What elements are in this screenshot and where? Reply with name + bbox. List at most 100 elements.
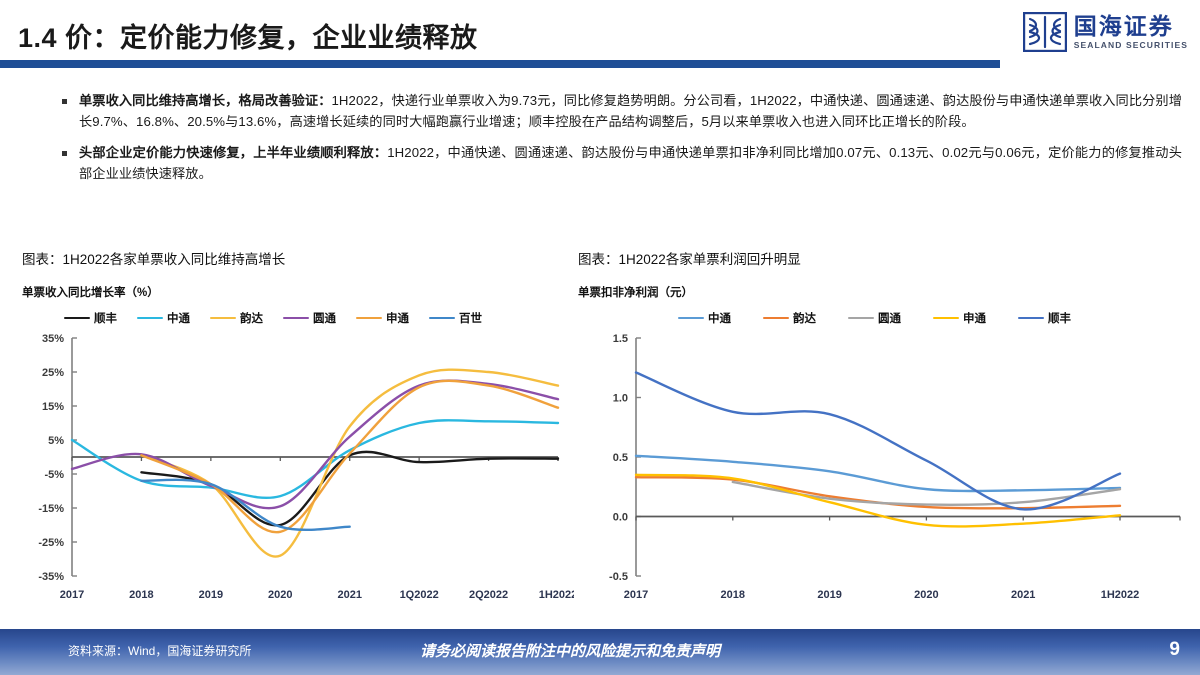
chart-left-legend: 顺丰 中通 韵达 圆通 申通 百世 — [22, 310, 574, 326]
legend-swatch-icon — [429, 316, 455, 320]
y-axis-tick-label: -35% — [38, 571, 64, 583]
y-axis-tick-label: 15% — [42, 401, 64, 413]
x-axis-tick-label: 1Q2022 — [400, 589, 439, 601]
company-logo: 国海证券 SEALAND SECURITIES — [1022, 11, 1188, 53]
x-axis-tick-label: 2019 — [817, 589, 841, 601]
legend-item-韵达: 韵达 — [210, 310, 263, 326]
x-axis-tick-label: 2021 — [337, 589, 361, 601]
bullet-body: 1H2022，快递行业单票收入为9.73元，同比修复趋势明朗。分公司看，1H20… — [79, 93, 1182, 130]
x-axis-tick-label: 2018 — [721, 589, 745, 601]
legend-item-百世: 百世 — [429, 310, 482, 326]
y-axis-tick-label: 0.5 — [613, 452, 628, 464]
legend-swatch-icon — [137, 316, 163, 320]
legend-item-中通: 中通 — [678, 310, 731, 326]
x-axis-tick-label: 1H2022 — [1101, 589, 1140, 601]
x-axis-tick-label: 2020 — [914, 589, 938, 601]
header-divider — [0, 60, 1000, 68]
footer-disclaimer: 请务必阅读报告附注中的风险提示和免责声明 — [419, 643, 720, 660]
chart-right-legend: 中通 韵达 圆通 申通 顺丰 — [578, 310, 1190, 326]
chart-left-ylabel: 单票收入同比增长率（%） — [22, 287, 159, 299]
legend-swatch-icon — [1018, 316, 1044, 320]
legend-item-韵达: 韵达 — [763, 310, 816, 326]
bullet-square-icon — [62, 99, 67, 104]
legend-item-顺丰: 顺丰 — [1018, 310, 1071, 326]
legend-swatch-icon — [283, 316, 309, 320]
legend-label: 韵达 — [793, 313, 816, 325]
legend-label: 顺丰 — [1048, 313, 1071, 325]
series-line-百世 — [140, 478, 351, 532]
legend-label: 顺丰 — [94, 313, 117, 325]
series-line-顺丰 — [140, 450, 560, 527]
bullet-body: 1H2022，中通快递、圆通速递、韵达股份与申通快递单票扣非净利同比增加0.07… — [79, 144, 1182, 182]
footer-background — [0, 629, 1200, 675]
legend-label: 中通 — [708, 313, 731, 325]
legend-swatch-icon — [210, 316, 236, 320]
legend-swatch-icon — [933, 316, 959, 320]
legend-swatch-icon — [356, 316, 382, 320]
logo-name-en: SEALAND SECURITIES — [1073, 40, 1188, 51]
y-axis-tick-label: 25% — [42, 367, 64, 379]
x-axis-tick-label: 1H2022 — [539, 589, 574, 601]
chart-right-title: 图表：1H2022各家单票利润回升明显 — [578, 252, 801, 267]
legend-item-申通: 申通 — [933, 310, 986, 326]
chart-left-plot: 35% 25% 15% 5% -5% -15% -25% -35% 2017 2018 2019 20… — [22, 330, 574, 610]
x-axis-tick-label: 2Q2022 — [469, 589, 508, 601]
page-title: 1.4 价：定价能力修复，企业业绩释放 — [18, 23, 478, 53]
y-axis-tick-label: 1.5 — [613, 333, 628, 345]
legend-label: 申通 — [386, 313, 409, 325]
y-axis-tick-label: 5% — [48, 435, 64, 447]
y-axis-tick-label: 35% — [42, 333, 64, 345]
chart-left-title: 图表：1H2022各家单票收入同比维持高增长 — [22, 252, 286, 267]
bullet-lead: 头部企业定价能力快速修复，上半年业绩顺利释放： — [79, 144, 388, 160]
y-axis-tick-label: -15% — [38, 503, 64, 515]
legend-label: 圆通 — [878, 313, 901, 325]
bullet-item: 单票收入同比维持高增长，格局改善验证：1H2022，快递行业单票收入为9.73元… — [62, 90, 1182, 133]
page-number: 9 — [1169, 639, 1180, 660]
series-line-中通 — [634, 454, 1122, 493]
legend-label: 百世 — [459, 313, 482, 325]
x-axis-tick-label: 2017 — [60, 589, 84, 601]
bullet-square-icon — [62, 150, 67, 156]
bullet-paragraph: 单票收入同比维持高增长，格局改善验证：1H2022，快递行业单票收入为9.73元… — [79, 90, 1182, 133]
bullet-item: 头部企业定价能力快速修复，上半年业绩顺利释放：1H2022，中通快递、圆通速递、… — [62, 142, 1182, 185]
legend-item-申通: 申通 — [356, 310, 409, 326]
series-line-圆通 — [70, 379, 560, 510]
y-axis-tick-label: -0.5 — [609, 571, 628, 583]
legend-swatch-icon — [848, 316, 874, 320]
legend-item-圆通: 圆通 — [848, 310, 901, 326]
footer-source: 资料来源：Wind，国海证券研究所 — [68, 644, 252, 658]
bullet-paragraph: 头部企业定价能力快速修复，上半年业绩顺利释放：1H2022，中通快递、圆通速递、… — [79, 142, 1182, 185]
legend-item-圆通: 圆通 — [283, 310, 336, 326]
legend-item-顺丰: 顺丰 — [64, 310, 117, 326]
bullet-lead: 单票收入同比维持高增长，格局改善验证： — [79, 93, 332, 108]
legend-swatch-icon — [678, 316, 704, 320]
y-axis-tick-label: -25% — [38, 537, 64, 549]
series-line-韵达 — [140, 368, 560, 558]
chart-right-ylabel: 单票扣非净利润（元） — [578, 287, 693, 299]
series-line-申通 — [634, 473, 1122, 528]
y-axis-tick-label: -5% — [44, 469, 64, 481]
logo-text: 国海证券 SEALAND SECURITIES — [1074, 14, 1188, 50]
y-axis-tick-label: 0.0 — [613, 512, 628, 524]
slide-footer: 资料来源：Wind，国海证券研究所 请务必阅读报告附注中的风险提示和免责声明 9 — [0, 629, 1200, 675]
legend-swatch-icon — [763, 316, 789, 320]
chart-panel-left: 图表：1H2022各家单票收入同比维持高增长 单票收入同比增长率（%） 顺丰 中通… — [22, 248, 574, 618]
legend-label: 中通 — [167, 313, 190, 325]
x-axis-tick-label: 2021 — [1011, 589, 1035, 601]
legend-item-中通: 中通 — [137, 310, 190, 326]
sealand-logo-icon — [1022, 11, 1067, 53]
bullet-list: 单票收入同比维持高增长，格局改善验证：1H2022，快递行业单票收入为9.73元… — [62, 90, 1182, 194]
legend-label: 圆通 — [313, 313, 336, 325]
series-line-顺丰 — [634, 371, 1122, 511]
x-axis-tick-label: 2018 — [129, 589, 153, 601]
x-axis-tick-label: 2019 — [199, 589, 223, 601]
slide-header: 1.4 价：定价能力修复，企业业绩释放 — [0, 0, 1200, 72]
logo-name-cn: 国海证券 — [1073, 12, 1174, 39]
legend-label: 韵达 — [240, 313, 263, 325]
x-axis-tick-label: 2020 — [268, 589, 292, 601]
chart-right-plot: 1.5 1.0 0.5 0.0 -0.5 2017 2018 2019 2020 2021 1H20… — [578, 330, 1190, 610]
x-axis-tick-label: 2017 — [624, 589, 648, 601]
legend-swatch-icon — [64, 316, 90, 320]
chart-panel-right: 图表：1H2022各家单票利润回升明显 单票扣非净利润（元） 中通 韵达 圆通 申通 顺… — [578, 248, 1190, 618]
